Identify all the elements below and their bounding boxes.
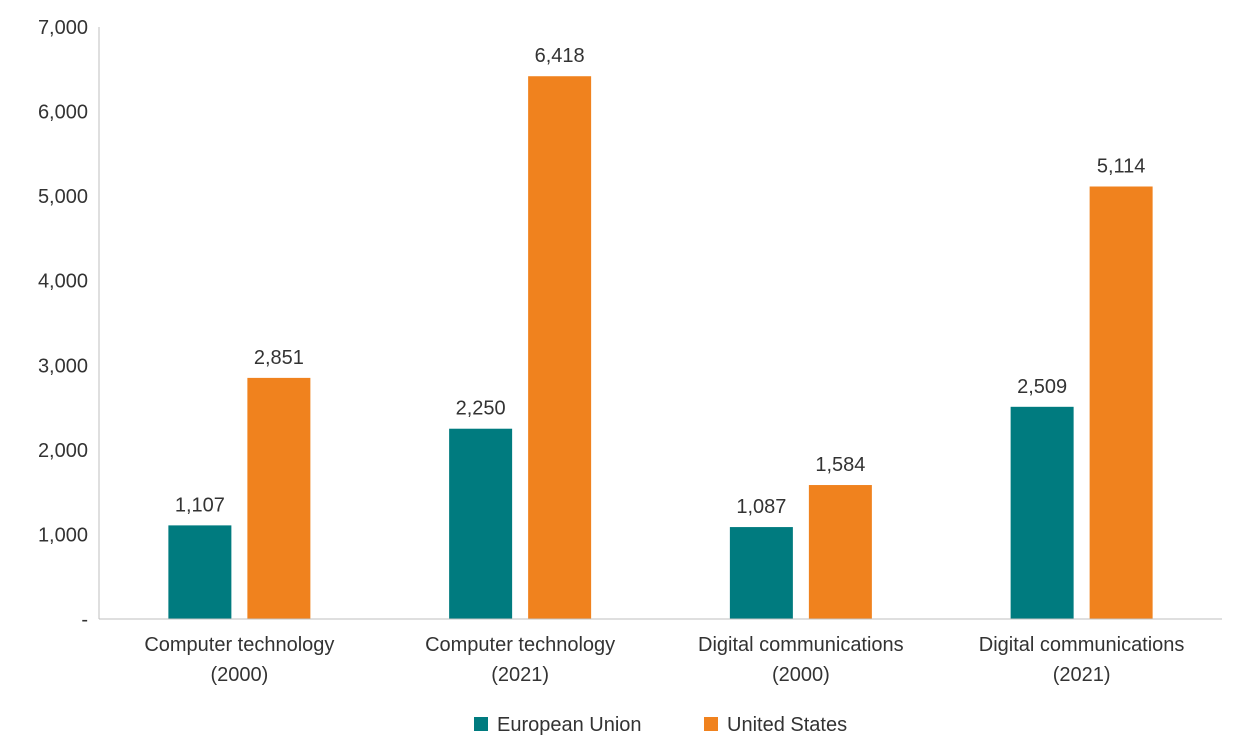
y-tick-label: 4,000: [38, 271, 88, 293]
data-label: 6,418: [535, 45, 585, 67]
x-tick-label: Computer technology: [144, 634, 334, 656]
y-tick-label: 6,000: [38, 102, 88, 124]
legend-label: United States: [727, 714, 847, 736]
y-axis: - 1,000 2,000 3,000 4,000 5,000 6,000 7,000: [38, 17, 100, 631]
data-label: 2,509: [1017, 376, 1067, 398]
y-tick-label: -: [81, 609, 88, 631]
bar-eu: [1010, 406, 1074, 619]
y-tick-label: 5,000: [38, 186, 88, 208]
y-tick-label: 3,000: [38, 355, 88, 377]
data-label: 1,087: [736, 496, 786, 518]
x-tick-label: Digital communications: [979, 634, 1185, 656]
data-label: 1,107: [175, 494, 225, 516]
data-label: 1,584: [815, 454, 865, 476]
legend-swatch-us: [704, 717, 718, 731]
x-tick-label: (2021): [1053, 664, 1111, 686]
x-tick-label: (2000): [772, 664, 830, 686]
y-tick-label: 7,000: [38, 17, 88, 39]
data-label: 2,250: [456, 398, 506, 420]
x-tick-label: Digital communications: [698, 634, 904, 656]
bar-us: [1089, 186, 1153, 619]
x-tick-label: Computer technology: [425, 634, 615, 656]
y-tick-label: 2,000: [38, 440, 88, 462]
bar-us: [808, 485, 872, 619]
bar-us: [528, 76, 592, 619]
data-label: 5,114: [1097, 156, 1146, 178]
bars: 1,107 2,851 2,250 6,418 1,087 1,584 2,509 5,114: [168, 45, 1153, 619]
x-tick-label: (2021): [491, 664, 549, 686]
legend: European Union United States: [474, 714, 847, 736]
bar-eu: [729, 527, 793, 619]
x-tick-label: (2000): [210, 664, 268, 686]
legend-swatch-eu: [474, 717, 488, 731]
data-label: 2,851: [254, 347, 304, 369]
legend-label: European Union: [497, 714, 642, 736]
x-axis: Computer technology (2000) Computer techno…: [99, 618, 1222, 686]
bar-us: [247, 377, 311, 619]
y-tick-label: 1,000: [38, 524, 88, 546]
bar-eu: [449, 428, 513, 619]
bar-eu: [168, 525, 232, 619]
